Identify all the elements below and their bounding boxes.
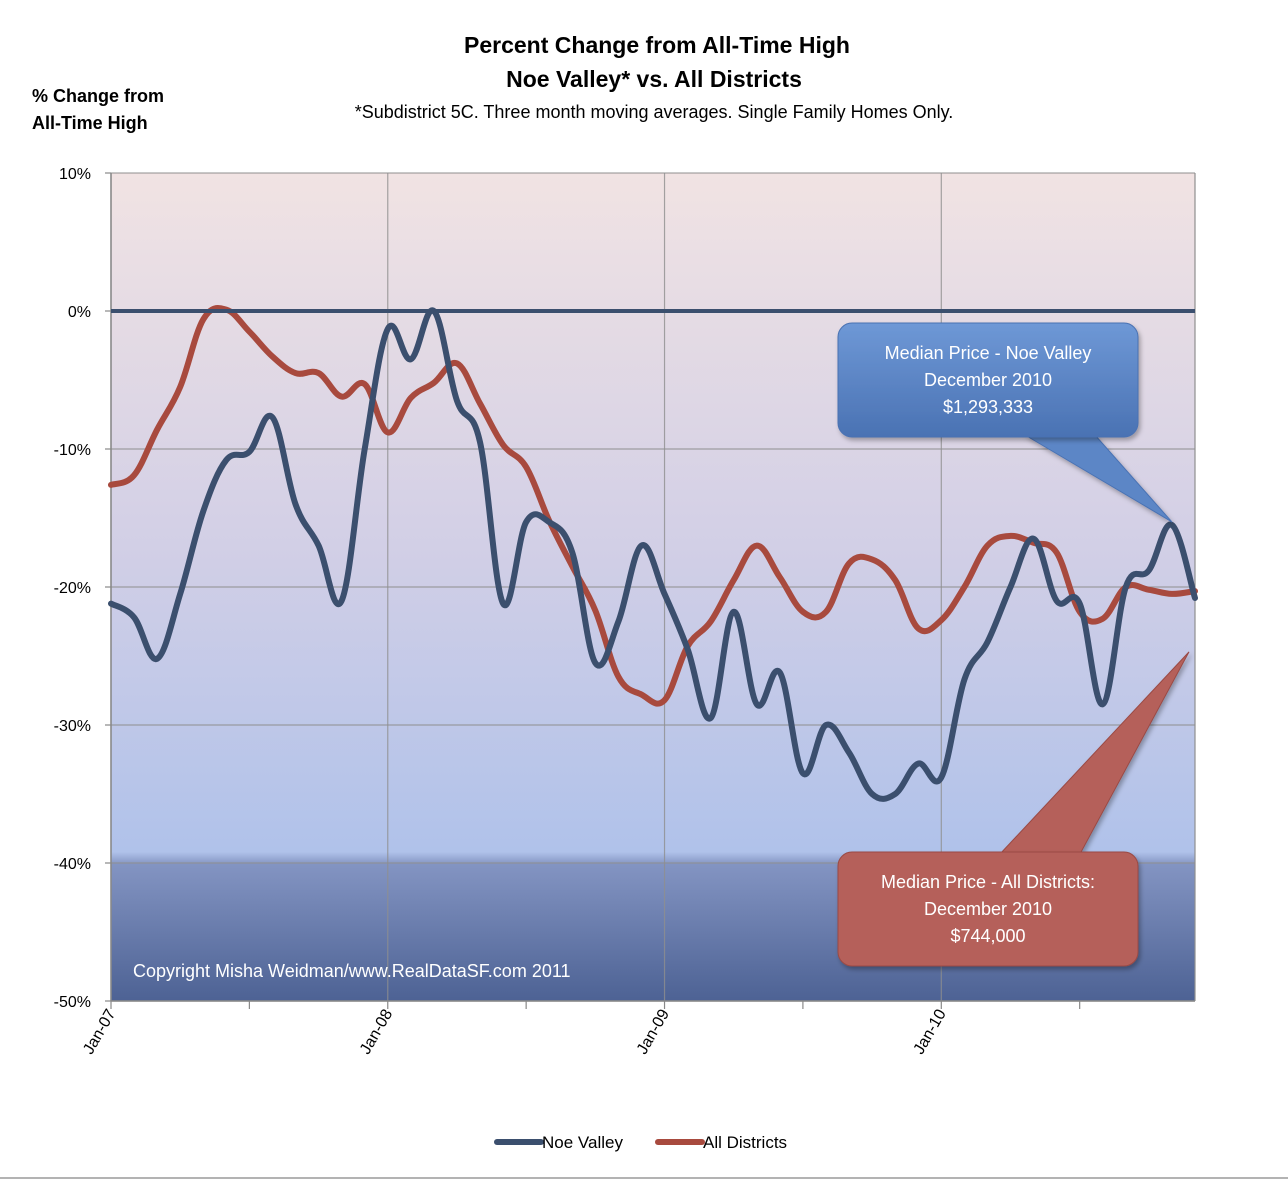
series-line-noe-valley [108,307,1198,802]
callout-text-noe-valley: Median Price - Noe Valley [885,343,1092,363]
x-tick-label: Jan-09 [634,1006,673,1057]
callout-text-all-districts: December 2010 [924,899,1052,919]
legend-label-noe-valley: Noe Valley [542,1133,623,1152]
copyright-text: Copyright Misha Weidman/www.RealDataSF.c… [133,961,571,981]
y-tick-label: -20% [54,580,91,597]
series-lines [108,305,1198,802]
y-tick-label: -40% [54,856,91,873]
callout-box-noe-valley [837,322,1139,438]
y-tick-label: -10% [54,442,91,459]
y-axis-label-line-1: % Change from [32,86,164,106]
callout-text-all-districts: $744,000 [950,926,1025,946]
legend-label-all-districts: All Districts [703,1133,787,1152]
y-axis-label-line-2: All-Time High [32,113,148,133]
y-tick-label: 0% [68,304,91,321]
callout-text-noe-valley: $1,293,333 [943,397,1033,417]
callouts: Median Price - Noe Valley December 2010 $1… [837,322,1190,967]
callout-box-all-districts [837,851,1139,967]
chart-title-line-2: Noe Valley* vs. All Districts [506,66,802,92]
callout-text-noe-valley: December 2010 [924,370,1052,390]
legend: Noe Valley All Districts [494,1133,787,1152]
x-tick-label: Jan-10 [911,1006,950,1057]
y-tick-label: -30% [54,718,91,735]
callout-text-all-districts: Median Price - All Districts: [881,872,1095,892]
x-tick-label: Jan-08 [357,1006,396,1057]
series-line-all-districts [108,305,1198,707]
x-tick-label: Jan-07 [80,1006,119,1057]
chart-title-line-1: Percent Change from All-Time High [464,32,850,58]
y-tick-label: -50% [54,994,91,1011]
chart-subtitle: *Subdistrict 5C. Three month moving aver… [355,102,954,122]
y-tick-label: 10% [59,166,91,183]
